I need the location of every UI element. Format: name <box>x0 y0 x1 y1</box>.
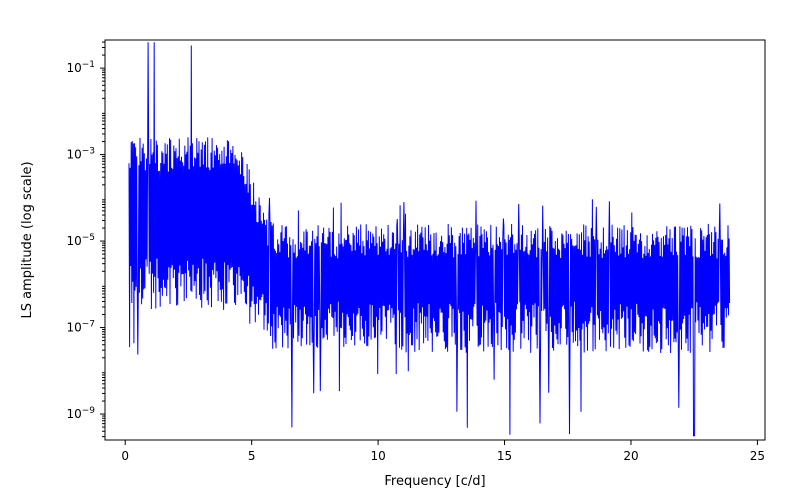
y-tick-label: 10−3 <box>66 147 95 162</box>
x-tick-label: 5 <box>248 449 256 463</box>
ls-amplitude-series <box>129 42 730 436</box>
x-tick-label: 25 <box>750 449 765 463</box>
x-tick-label: 0 <box>121 449 129 463</box>
chart-container: 0 5 10 15 20 25 Frequency [c/d] 10−9 10−7 10−5 10−… <box>0 0 800 500</box>
y-tick-label: 10−7 <box>66 320 95 335</box>
x-tick-label: 10 <box>370 449 385 463</box>
y-tick-label: 10−1 <box>66 60 95 75</box>
y-tick-label: 10−9 <box>66 406 95 421</box>
y-tick-label: 10−5 <box>66 233 95 248</box>
y-axis-label: LS amplitude (log scale) <box>20 161 35 318</box>
x-tick-label: 15 <box>497 449 512 463</box>
x-axis-label: Frequency [c/d] <box>384 474 485 489</box>
x-tick-label: 20 <box>623 449 638 463</box>
periodogram-chart: 0 5 10 15 20 25 Frequency [c/d] 10−9 10−7 10−5 10−… <box>0 0 800 500</box>
